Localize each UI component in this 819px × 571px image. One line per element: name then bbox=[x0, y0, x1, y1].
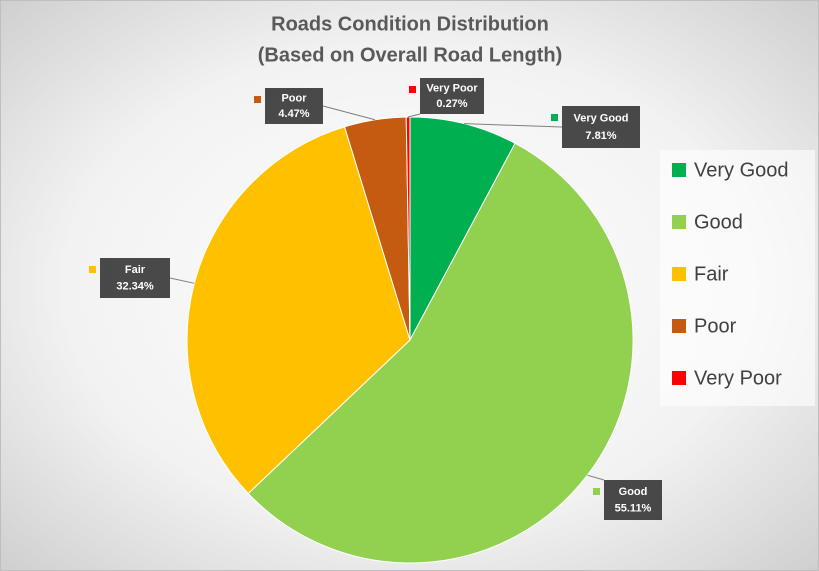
data-label-key bbox=[593, 488, 600, 495]
data-label-box bbox=[562, 106, 640, 148]
legend-label: Very Good bbox=[694, 159, 789, 181]
data-label-name: Good bbox=[619, 486, 648, 498]
legend-swatch bbox=[672, 267, 686, 281]
data-label-name: Very Poor bbox=[426, 83, 478, 95]
data-label-name: Fair bbox=[125, 264, 146, 276]
data-label-value: 55.11% bbox=[615, 503, 652, 515]
data-label-key bbox=[89, 266, 96, 273]
data-label-key bbox=[551, 114, 558, 121]
chart-title: Roads Condition Distribution bbox=[271, 13, 549, 35]
data-label-value: 4.47% bbox=[278, 108, 309, 120]
legend-swatch bbox=[672, 371, 686, 385]
legend-swatch bbox=[672, 215, 686, 229]
leader-line bbox=[587, 474, 605, 481]
data-label-key bbox=[254, 96, 261, 103]
data-label-value: 32.34% bbox=[116, 281, 154, 293]
leader-line bbox=[322, 105, 376, 121]
legend-swatch bbox=[672, 319, 686, 333]
data-label-value: 0.27% bbox=[436, 98, 467, 110]
data-label-box bbox=[100, 258, 170, 298]
pie-slice bbox=[186, 126, 411, 495]
data-label-name: Very Good bbox=[573, 113, 628, 125]
legend-label: Good bbox=[694, 211, 743, 233]
legend-swatch bbox=[672, 163, 686, 177]
leader-line bbox=[464, 123, 563, 128]
pie-slice bbox=[409, 116, 516, 341]
legend-label: Poor bbox=[694, 315, 737, 337]
leader-line bbox=[407, 113, 421, 118]
data-label-name: Poor bbox=[281, 93, 307, 105]
leader-line bbox=[169, 277, 195, 284]
legend-label: Fair bbox=[694, 263, 729, 285]
data-label-value: 7.81% bbox=[585, 130, 616, 142]
chart-subtitle: (Based on Overall Road Length) bbox=[258, 44, 562, 66]
data-label-box bbox=[265, 88, 323, 124]
pie-slice bbox=[247, 142, 634, 564]
data-label-box bbox=[604, 480, 662, 520]
legend-label: Very Poor bbox=[694, 367, 782, 389]
data-label-box bbox=[420, 78, 484, 114]
data-label-key bbox=[409, 86, 416, 93]
